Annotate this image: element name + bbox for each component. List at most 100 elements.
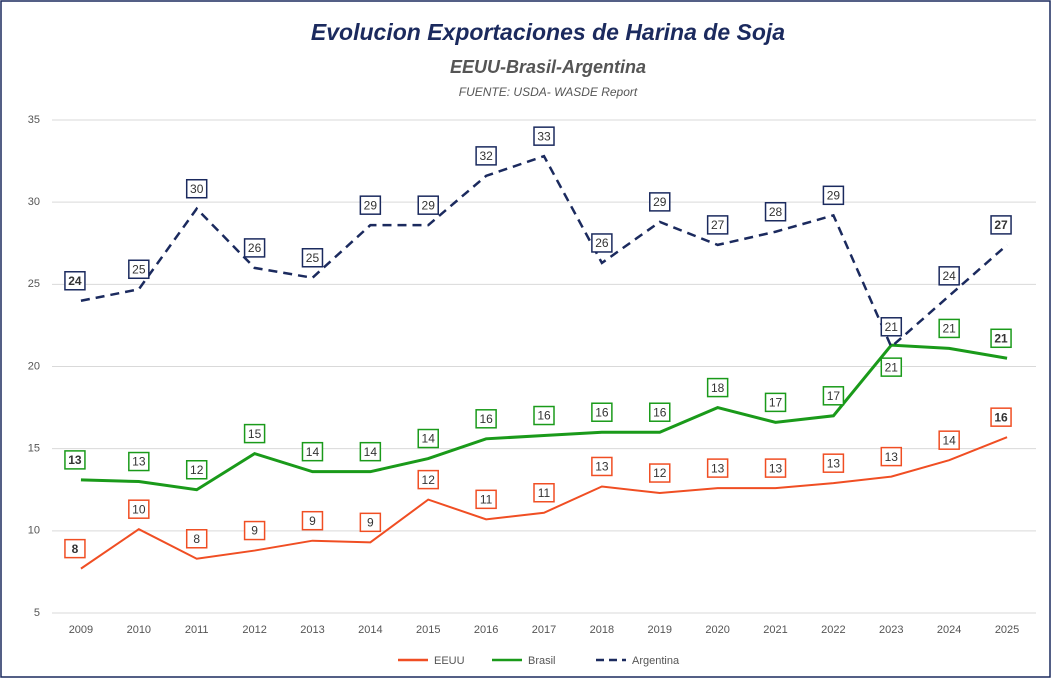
x-tick-label: 2010 <box>127 624 151 636</box>
data-label: 13 <box>595 460 609 474</box>
data-label: 14 <box>942 433 956 447</box>
y-tick-label: 5 <box>34 607 40 619</box>
data-label: 12 <box>653 466 667 480</box>
data-label: 13 <box>711 461 725 475</box>
data-label: 13 <box>827 456 841 470</box>
label-box <box>128 451 150 472</box>
label-box <box>706 215 729 235</box>
data-label: 16 <box>994 410 1008 424</box>
data-label: 25 <box>306 251 320 265</box>
label-box <box>990 215 1012 235</box>
label-box <box>533 405 555 426</box>
data-label: 9 <box>367 516 374 530</box>
label-box <box>301 510 324 531</box>
data-label: 16 <box>537 409 551 423</box>
label-box <box>649 402 671 422</box>
chart-source: FUENTE: USDA- WASDE Report <box>459 85 638 99</box>
data-label: 29 <box>364 198 378 212</box>
label-box <box>533 126 555 146</box>
label-box <box>764 458 787 478</box>
legend-label: Brasil <box>528 655 556 667</box>
label-box <box>359 195 382 215</box>
data-label: 9 <box>309 514 316 528</box>
label-box <box>764 392 787 413</box>
label-box <box>359 512 382 533</box>
data-label: 21 <box>942 322 956 336</box>
data-label: 14 <box>306 445 320 459</box>
data-label: 9 <box>251 524 258 538</box>
data-label: 12 <box>422 473 436 487</box>
data-label: 13 <box>885 450 899 464</box>
label-box <box>706 458 729 478</box>
chart-subtitle: EEUU-Brasil-Argentina <box>450 57 646 77</box>
y-tick-label: 20 <box>28 360 40 372</box>
x-tick-label: 2023 <box>879 624 903 636</box>
series-line <box>80 436 1008 570</box>
y-tick-label: 15 <box>28 443 40 455</box>
data-label: 8 <box>72 542 79 556</box>
data-label: 28 <box>769 205 783 219</box>
y-tick-label: 35 <box>28 114 40 126</box>
x-tick-label: 2019 <box>648 624 672 636</box>
label-box <box>533 483 555 503</box>
x-tick-label: 2016 <box>474 624 498 636</box>
data-label: 29 <box>653 195 667 209</box>
data-label: 13 <box>68 453 82 467</box>
label-box <box>591 233 613 253</box>
data-label: 26 <box>595 236 609 250</box>
label-box <box>880 446 903 467</box>
label-box <box>243 238 266 258</box>
label-box <box>822 386 845 406</box>
label-box <box>880 317 903 337</box>
data-label: 27 <box>711 218 725 232</box>
label-box <box>243 520 266 541</box>
data-label: 17 <box>827 389 841 403</box>
data-label: 16 <box>653 405 667 419</box>
label-box <box>938 266 960 286</box>
data-label: 17 <box>769 396 783 410</box>
x-tick-label: 2011 <box>185 624 209 636</box>
data-label: 26 <box>248 241 262 255</box>
data-label: 8 <box>193 532 200 546</box>
x-tick-label: 2009 <box>69 624 93 636</box>
label-box <box>591 402 613 422</box>
label-box <box>64 271 86 291</box>
data-label: 13 <box>769 461 783 475</box>
data-label: 21 <box>885 360 899 374</box>
x-tick-label: 2015 <box>416 624 440 636</box>
x-tick-label: 2025 <box>995 624 1019 636</box>
label-box <box>990 407 1012 427</box>
data-label: 32 <box>479 149 493 163</box>
data-label: 11 <box>480 493 493 507</box>
label-box <box>880 357 903 377</box>
label-box <box>706 377 729 398</box>
data-label: 33 <box>537 129 551 143</box>
label-box <box>649 192 671 212</box>
x-tick-label: 2024 <box>937 624 961 636</box>
label-box <box>417 195 439 215</box>
x-tick-label: 2012 <box>242 624 266 636</box>
x-tick-label: 2013 <box>300 624 324 636</box>
y-tick-label: 10 <box>28 525 40 537</box>
data-label: 24 <box>68 274 82 288</box>
label-box <box>301 248 324 268</box>
label-box <box>475 409 497 429</box>
data-label: 10 <box>132 502 146 516</box>
label-box <box>822 453 845 473</box>
data-label: 24 <box>942 269 956 283</box>
label-box <box>417 428 439 449</box>
label-box <box>764 201 787 222</box>
data-label: 13 <box>132 455 146 469</box>
data-label: 11 <box>538 486 551 500</box>
label-box <box>243 423 266 444</box>
data-label: 15 <box>248 427 262 441</box>
data-label: 27 <box>994 218 1008 232</box>
label-box <box>64 538 86 559</box>
label-box <box>301 441 324 462</box>
legend-label: EEUU <box>434 655 465 667</box>
chart-title: Evolucion Exportaciones de Harina de Soj… <box>311 19 785 45</box>
series-line <box>80 343 1008 492</box>
label-box <box>475 489 497 510</box>
